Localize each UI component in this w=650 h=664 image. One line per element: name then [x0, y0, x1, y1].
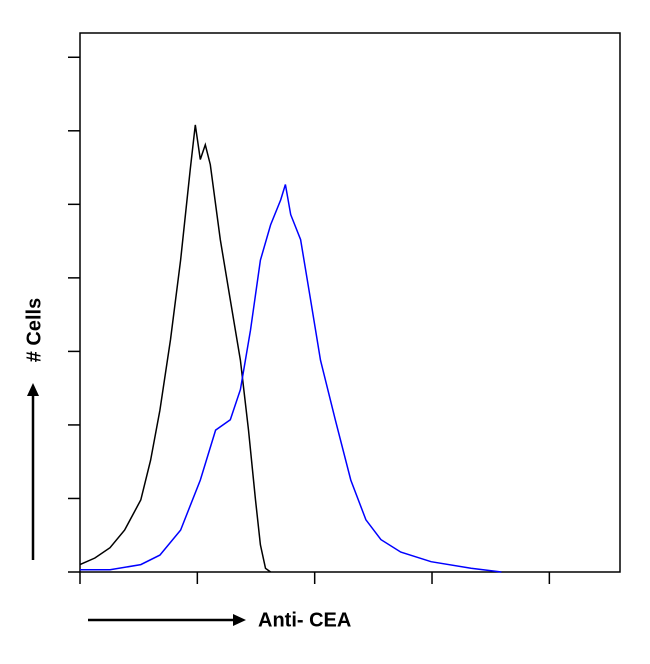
histogram-line [79, 124, 272, 573]
plot-frame [79, 32, 621, 573]
y-arrow-head [27, 383, 39, 396]
y-axis-label: # Cells [23, 298, 45, 362]
x-arrow-head [233, 614, 246, 626]
x-axis-label: Anti- CEA [258, 609, 351, 631]
histogram-line [80, 184, 502, 573]
